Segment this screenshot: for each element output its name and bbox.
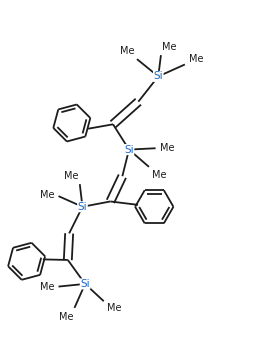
Text: Me: Me: [40, 190, 55, 200]
Text: Me: Me: [160, 143, 174, 153]
Text: Si: Si: [80, 279, 90, 289]
Text: Me: Me: [189, 54, 203, 64]
Text: Me: Me: [162, 42, 177, 52]
Text: Me: Me: [64, 171, 78, 181]
Text: Me: Me: [152, 170, 166, 180]
Text: Me: Me: [107, 303, 122, 313]
Text: Me: Me: [40, 282, 55, 291]
Text: Me: Me: [120, 46, 134, 57]
Text: Si: Si: [124, 144, 134, 155]
Text: Me: Me: [59, 312, 73, 322]
Text: Si: Si: [153, 72, 163, 81]
Text: Si: Si: [78, 202, 87, 212]
